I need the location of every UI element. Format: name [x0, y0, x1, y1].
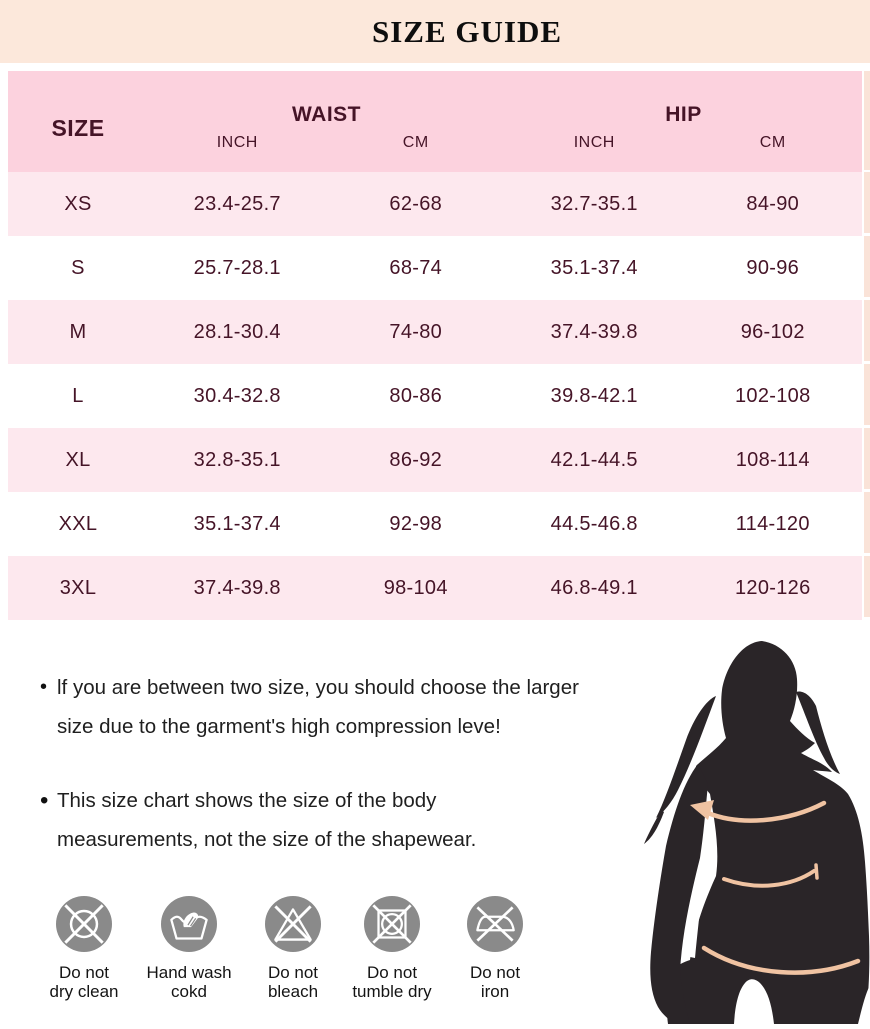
- cell-waist-inch: 23.4-25.7: [193, 192, 281, 215]
- cell-waist-cm: 92-98: [389, 512, 443, 535]
- col-group-hip: HIP: [665, 103, 702, 126]
- bullet-icon: •: [40, 676, 48, 698]
- table-row: S 25.7-28.1 68-74 35.1-37.4 90-96: [8, 236, 862, 300]
- cell-waist-inch: 30.4-32.8: [193, 384, 281, 407]
- table-header: SIZE WAIST HIP INCH CM INCH CM: [8, 71, 862, 172]
- note-text: This size chart shows the size of the bo…: [57, 789, 477, 851]
- col-header-hip-inch: INCH: [573, 134, 615, 151]
- page-title: SIZE GUIDE: [371, 13, 563, 49]
- silhouette-left-arm: [650, 764, 708, 1024]
- cell-waist-cm: 68-74: [389, 256, 443, 279]
- hand-wash-icon: [161, 896, 217, 952]
- silhouette-body: [666, 641, 870, 1024]
- col-header-waist-cm: CM: [402, 134, 429, 151]
- care-label: Hand wash cokd: [146, 963, 232, 1001]
- waist-measure-arc: [722, 869, 816, 888]
- col-header-waist-inch: INCH: [216, 134, 258, 151]
- table-row: M 28.1-30.4 74-80 37.4-39.8 96-102: [8, 300, 862, 364]
- care-label: Do not dry clean: [49, 963, 119, 1001]
- cell-hip-inch: 35.1-37.4: [550, 256, 638, 279]
- cell-size: L: [72, 384, 84, 407]
- note-sizing-advice: • lf you are between two size, you shoul…: [40, 668, 640, 746]
- hair-strand: [644, 810, 664, 844]
- cell-hip-cm: 120-126: [735, 576, 811, 599]
- cell-size: XL: [65, 448, 91, 471]
- care-label: Do not tumble dry: [352, 963, 432, 1001]
- do-not-dry-clean-icon: [56, 896, 112, 952]
- cell-waist-inch: 35.1-37.4: [193, 512, 281, 535]
- cell-waist-cm: 74-80: [389, 320, 443, 343]
- col-header-hip-cm: CM: [759, 134, 786, 151]
- table-row: XS 23.4-25.7 62-68 32.7-35.1 84-90: [8, 172, 862, 236]
- bust-measure-arc: [705, 800, 827, 823]
- note-text: lf you are between two size, you should …: [57, 676, 579, 738]
- cell-hip-cm: 84-90: [746, 192, 800, 215]
- title-band: SIZE GUIDE: [0, 0, 870, 63]
- care-item-do-not-iron: Do not iron: [439, 896, 551, 1001]
- cell-hip-cm: 96-102: [740, 320, 805, 343]
- size-table: SIZE WAIST HIP INCH CM INCH CM XS 23.4-2…: [8, 71, 862, 620]
- cell-hip-cm: 90-96: [746, 256, 800, 279]
- col-header-size: SIZE: [51, 115, 105, 141]
- do-not-iron-icon: [467, 896, 523, 952]
- cell-hip-inch: 44.5-46.8: [550, 512, 638, 535]
- cell-size: S: [71, 256, 85, 279]
- cell-size: XXL: [58, 512, 98, 535]
- table-body: XS 23.4-25.7 62-68 32.7-35.1 84-90 S 25.…: [8, 172, 862, 620]
- cell-size: M: [69, 320, 87, 343]
- table-row: XL 32.8-35.1 86-92 42.1-44.5 108-114: [8, 428, 862, 492]
- care-label: Do not bleach: [267, 963, 319, 1001]
- table-row: XXL 35.1-37.4 92-98 44.5-46.8 114-120: [8, 492, 862, 556]
- care-item-do-not-bleach: Do not bleach: [237, 896, 349, 1001]
- cell-waist-inch: 32.8-35.1: [193, 448, 281, 471]
- cell-hip-inch: 32.7-35.1: [550, 192, 638, 215]
- cell-hip-cm: 102-108: [735, 384, 811, 407]
- cell-hip-inch: 46.8-49.1: [550, 576, 638, 599]
- cell-waist-cm: 80-86: [389, 384, 443, 407]
- arrowhead: [690, 800, 714, 820]
- cell-hip-inch: 42.1-44.5: [550, 448, 638, 471]
- do-not-tumble-dry-icon: [364, 896, 420, 952]
- hair-strand: [796, 691, 840, 774]
- hip-measure-arc: [701, 945, 861, 975]
- right-edge-strip: [864, 71, 870, 170]
- body-silhouette: [620, 632, 870, 1024]
- hair-strand: [656, 696, 716, 818]
- cell-size: XS: [64, 192, 92, 215]
- bullet-icon: •: [40, 787, 49, 814]
- note-body-measurements: • This size chart shows the size of the …: [40, 781, 640, 859]
- care-item-hand-wash: Hand wash cokd: [133, 896, 245, 1001]
- table-row: 3XL 37.4-39.8 98-104 46.8-49.1 120-126: [8, 556, 862, 620]
- cell-hip-inch: 37.4-39.8: [550, 320, 638, 343]
- cell-hip-cm: 108-114: [735, 448, 810, 471]
- cell-size: 3XL: [59, 576, 97, 599]
- cell-hip-inch: 39.8-42.1: [550, 384, 638, 407]
- cell-waist-cm: 98-104: [383, 576, 448, 599]
- cell-waist-inch: 28.1-30.4: [193, 320, 281, 343]
- right-edge-strip: [864, 172, 870, 620]
- care-item-do-not-dry-clean: Do not dry clean: [28, 896, 140, 1001]
- cell-hip-cm: 114-120: [735, 512, 810, 535]
- care-label: Do not iron: [469, 963, 521, 1001]
- do-not-bleach-icon: [265, 896, 321, 952]
- care-item-do-not-tumble-dry: Do not tumble dry: [336, 896, 448, 1001]
- cell-waist-inch: 25.7-28.1: [193, 256, 281, 279]
- table-row: L 30.4-32.8 80-86 39.8-42.1 102-108: [8, 364, 862, 428]
- cell-waist-cm: 62-68: [389, 192, 443, 215]
- cell-waist-inch: 37.4-39.8: [193, 576, 281, 599]
- cell-waist-cm: 86-92: [389, 448, 443, 471]
- col-group-waist: WAIST: [292, 103, 361, 126]
